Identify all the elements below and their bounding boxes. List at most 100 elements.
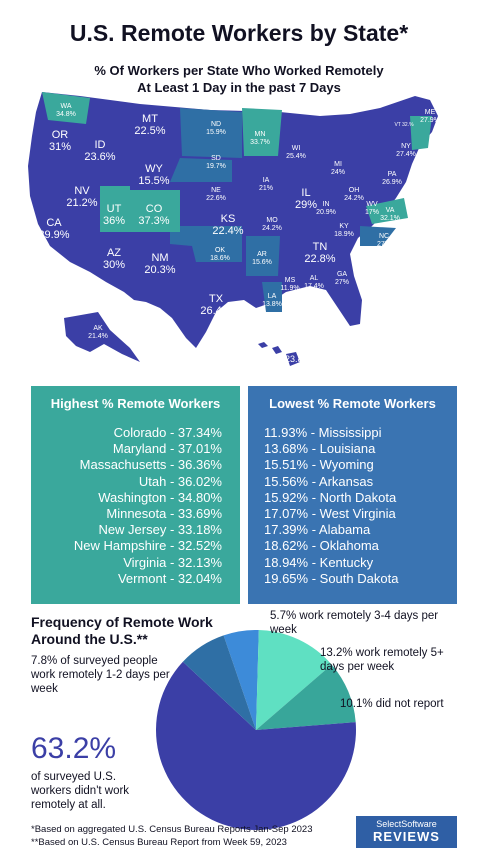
map-label-il: IL — [301, 187, 310, 199]
map-value-id: 23.6% — [84, 151, 115, 163]
highest-item: Minnesota - 33.69% — [106, 506, 222, 522]
map-label-nc: NC — [379, 233, 389, 240]
map-label-de: DE 27.4% — [433, 198, 456, 204]
lowest-item: 15.51% - Wyoming — [264, 457, 374, 473]
footnote-2: **Based on U.S. Census Bureau Report fro… — [31, 837, 287, 848]
map-value-sc: 20.2% — [360, 259, 380, 266]
map-label-pa: PA — [388, 171, 397, 178]
map-label-va: VA — [386, 207, 395, 214]
map-label-wi: WI — [292, 145, 301, 152]
frequency-title-line-1: Frequency of Remote Work — [31, 614, 213, 630]
brand-logo: SelectSoftware REVIEWS — [356, 816, 457, 848]
map-label-nh: NH 32.5% — [429, 140, 452, 146]
map-label-ct: CT 29.9% — [427, 168, 450, 174]
map-label-nm: NM — [151, 252, 168, 264]
map-label-mn: MN — [255, 131, 266, 138]
map-value-la: 13.8% — [262, 301, 282, 308]
map-label-fl: FL — [368, 317, 376, 324]
map-label-or: OR — [52, 129, 69, 141]
lowest-item: 17.39% - Alabama — [264, 522, 371, 538]
map-value-ia: 21% — [259, 185, 273, 192]
map-region-high-ut — [100, 186, 130, 232]
logo-line-2: REVIEWS — [373, 829, 440, 844]
map-region-mid-2 — [170, 158, 232, 182]
map-value-wi: 25.4% — [286, 153, 306, 160]
highest-item: Colorado - 37.34% — [113, 425, 222, 440]
map-value-tn: 22.8% — [304, 253, 335, 265]
map-label-hi: HI 23.8% — [273, 354, 310, 364]
highest-item: Virginia - 32.13% — [123, 554, 222, 570]
note-not-report: 10.1% did not report — [340, 698, 444, 710]
map-region-mid — [180, 108, 242, 158]
map-value-mi: 24% — [331, 169, 345, 176]
map-value-ms: 11.9% — [280, 285, 299, 292]
map-value-ky: 18.9% — [334, 231, 354, 238]
footnote-1: *Based on aggregated U.S. Census Bureau … — [31, 824, 313, 835]
highest-item: Utah - 36.02% — [138, 473, 222, 489]
map-value-in: 20.9% — [316, 209, 336, 216]
frequency-title-line-2: Around the U.S.** — [31, 631, 148, 647]
map-value-va: 32.1% — [380, 215, 400, 222]
page-subtitle: % Of Workers per State Who Worked Remote… — [40, 62, 438, 96]
map-value-mn: 33.7% — [250, 139, 270, 146]
map-value-co: 37.3% — [138, 215, 169, 227]
map-value-nm: 20.3% — [144, 264, 175, 276]
map-region-mid-3 — [170, 226, 242, 262]
map-value-oh: 24.2% — [344, 195, 364, 202]
map-value-wa: 34.8% — [56, 111, 76, 118]
highest-panel: Highest % Remote Workers Colorado - 37.3… — [31, 386, 240, 604]
map-region-high-wa — [42, 92, 90, 124]
map-label-ms: MS — [285, 277, 296, 284]
lowest-item: 15.56% - Arkansas — [264, 473, 374, 489]
highest-item: Massachusetts - 36.36% — [79, 457, 222, 473]
map-value-il: 29% — [295, 199, 317, 211]
map-value-nv: 21.2% — [66, 197, 97, 209]
lowest-list: 11.93% - Mississippi 13.68% - Louisiana … — [248, 425, 457, 587]
subtitle-line-1: % Of Workers per State Who Worked Remote… — [94, 63, 384, 78]
map-value-ok: 18.6% — [210, 255, 230, 262]
subtitle-line-2: At Least 1 Day in the past 7 Days — [137, 80, 341, 95]
highest-item: Washington - 34.80% — [98, 489, 222, 505]
pie-slice-4 — [182, 635, 256, 730]
lowest-heading: Lowest % Remote Workers — [269, 396, 436, 411]
note-1-2-days: 7.8% of surveyed people work remotely 1-… — [31, 655, 170, 695]
map-region-mid-5 — [262, 282, 282, 312]
map-value-ut: 36% — [103, 215, 125, 227]
lowest-item: 18.62% - Oklahoma — [264, 538, 379, 554]
map-value-ny: 27.4% — [396, 151, 416, 158]
map-label-in: IN — [323, 201, 330, 208]
map-label-nv: NV — [74, 185, 90, 197]
map-label-ri: RI 27.7% — [430, 160, 451, 166]
highest-item: New Hampshire - 32.52% — [73, 538, 222, 554]
map-label-oh: OH — [349, 187, 360, 194]
highest-item: New Jersey - 33.18% — [98, 522, 222, 538]
map-label-md: MD 37% — [426, 212, 446, 218]
map-region-mid-6 — [360, 226, 396, 246]
map-value-ak: 21.4% — [88, 333, 108, 340]
map-label-ia: IA — [263, 177, 270, 184]
map-label-nj: NJ 33.2% — [433, 186, 455, 192]
map-value-nd: 15.9% — [206, 129, 226, 136]
us-mainland-shape — [28, 92, 438, 348]
map-value-al: 17.4% — [304, 283, 324, 290]
map-region-mid-4 — [246, 236, 280, 276]
highest-list: Colorado - 37.34% Maryland - 37.01% Mass… — [31, 425, 240, 587]
lowest-item: 15.92% - North Dakota — [264, 489, 397, 505]
map-label-ny: NY — [401, 143, 411, 150]
map-label-ak: AK — [93, 325, 103, 332]
highest-heading: Highest % Remote Workers — [50, 396, 221, 411]
map-label-ok: OK — [215, 247, 225, 254]
pie-slice-3 — [156, 661, 357, 831]
map-value-wv: 17% — [365, 209, 379, 216]
map-value-or: 31% — [49, 141, 71, 153]
map-label-az: AZ — [107, 247, 121, 259]
map-value-ar: 15.6% — [252, 259, 272, 266]
map-label-nd: ND — [211, 121, 221, 128]
map-value-ne: 22.6% — [206, 195, 226, 202]
map-label-me: ME — [425, 109, 436, 116]
map-region-high-ne — [410, 116, 432, 150]
map-value-az: 30% — [103, 259, 125, 271]
map-label-ca: CA — [46, 217, 62, 229]
